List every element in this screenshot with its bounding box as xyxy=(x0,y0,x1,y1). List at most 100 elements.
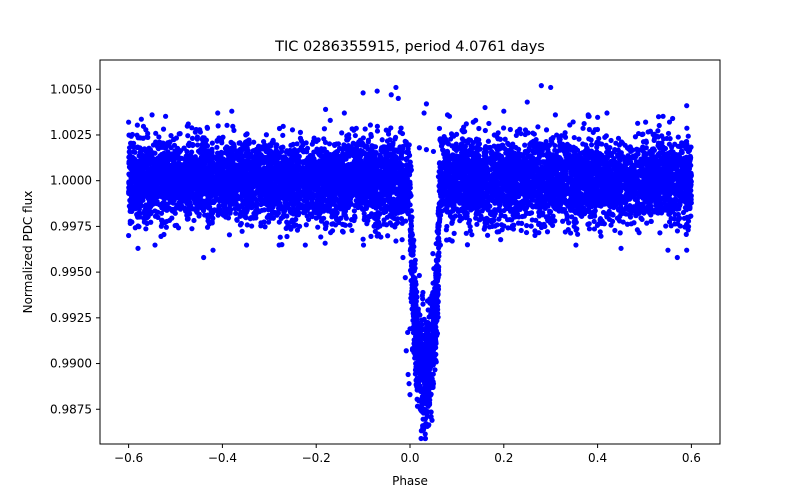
data-point xyxy=(403,208,409,214)
data-point xyxy=(591,218,597,225)
data-point xyxy=(594,126,601,133)
data-point xyxy=(676,197,682,204)
data-point xyxy=(570,119,576,125)
data-point xyxy=(277,234,283,240)
data-point xyxy=(498,237,504,243)
data-point xyxy=(243,242,250,248)
data-point xyxy=(482,127,488,134)
data-point xyxy=(528,223,534,229)
data-point xyxy=(329,228,336,234)
scatter-points xyxy=(126,83,694,442)
data-point xyxy=(543,138,549,145)
data-point xyxy=(279,242,285,248)
data-point xyxy=(501,125,507,131)
data-point xyxy=(685,227,691,233)
data-point xyxy=(599,141,605,147)
data-point xyxy=(680,209,687,216)
data-point xyxy=(536,230,542,236)
data-point xyxy=(660,113,666,119)
data-point xyxy=(482,220,488,226)
data-point xyxy=(655,128,661,134)
data-point xyxy=(543,127,550,133)
data-point xyxy=(365,137,372,143)
data-point xyxy=(156,134,162,140)
data-point xyxy=(293,222,299,228)
data-point xyxy=(247,216,253,222)
data-point xyxy=(474,221,480,227)
data-point xyxy=(484,232,491,238)
data-point xyxy=(571,134,577,141)
data-point xyxy=(529,217,535,223)
data-point xyxy=(131,144,137,150)
data-point xyxy=(209,149,215,155)
data-point xyxy=(340,221,346,227)
data-point xyxy=(374,123,380,129)
data-point xyxy=(185,133,191,139)
data-point xyxy=(530,164,536,170)
data-point xyxy=(192,129,198,135)
data-point xyxy=(233,210,239,216)
data-point xyxy=(251,139,257,145)
data-point xyxy=(302,242,308,248)
data-point xyxy=(305,216,312,223)
data-point xyxy=(573,210,579,216)
data-point xyxy=(418,435,424,442)
data-point xyxy=(597,216,604,222)
data-point xyxy=(284,219,290,225)
data-point xyxy=(184,152,190,159)
data-point xyxy=(495,130,501,136)
data-point xyxy=(191,217,197,224)
data-point xyxy=(510,141,516,147)
data-point xyxy=(518,227,524,234)
data-point xyxy=(135,223,141,229)
data-point xyxy=(649,150,655,157)
data-point xyxy=(138,116,144,122)
data-point xyxy=(562,134,569,140)
data-point xyxy=(485,138,491,144)
data-point xyxy=(482,224,488,230)
data-point xyxy=(507,126,513,133)
data-point xyxy=(581,121,587,127)
data-point xyxy=(379,137,385,143)
data-point xyxy=(594,144,600,150)
data-point xyxy=(685,133,691,139)
data-point xyxy=(228,139,234,145)
data-point xyxy=(580,125,586,131)
data-point xyxy=(263,132,269,138)
data-point xyxy=(535,124,541,130)
data-point xyxy=(148,219,154,225)
data-point xyxy=(420,416,426,422)
data-point xyxy=(163,224,169,230)
data-point xyxy=(153,130,159,136)
data-point xyxy=(681,215,687,221)
data-point xyxy=(589,142,595,148)
data-point xyxy=(532,232,538,238)
data-point xyxy=(367,122,374,128)
data-point xyxy=(215,123,221,129)
data-point xyxy=(469,232,475,238)
data-point xyxy=(276,125,283,132)
data-point xyxy=(353,198,359,204)
data-point xyxy=(348,217,355,223)
data-point xyxy=(231,127,237,133)
data-point xyxy=(599,220,605,227)
data-point xyxy=(226,232,233,238)
data-point xyxy=(362,126,368,132)
data-point xyxy=(598,233,604,239)
data-point xyxy=(280,132,286,138)
data-point xyxy=(590,129,596,136)
data-point xyxy=(586,226,593,232)
data-point xyxy=(158,223,164,229)
data-point xyxy=(284,233,290,240)
data-point xyxy=(360,242,367,248)
data-point xyxy=(214,144,220,150)
data-point xyxy=(573,219,579,225)
data-point xyxy=(284,213,290,219)
data-point xyxy=(420,301,426,307)
data-point xyxy=(322,240,328,246)
data-point xyxy=(349,227,355,234)
data-point xyxy=(315,224,321,230)
data-point xyxy=(230,123,236,129)
data-point xyxy=(443,227,449,233)
